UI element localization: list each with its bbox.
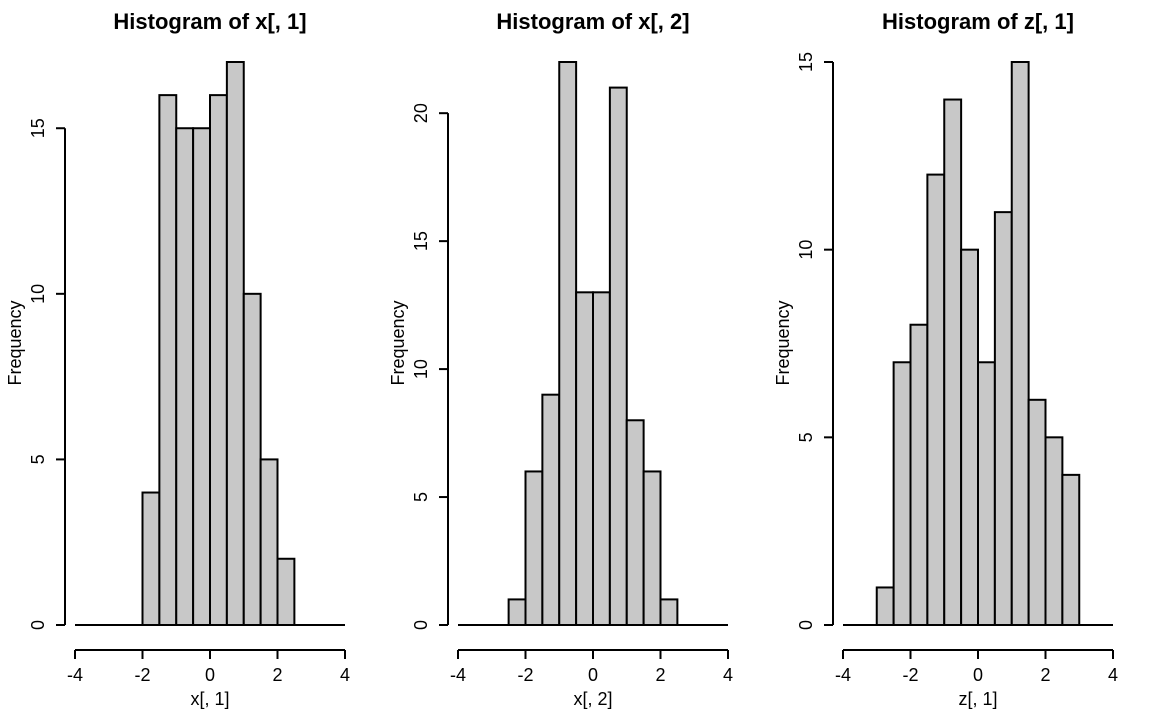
histogram-bar: [558, 61, 578, 626]
histogram-bar: [175, 127, 195, 626]
chart-title: Histogram of x[, 1]: [113, 9, 306, 34]
x-tick-label: 4: [723, 665, 733, 685]
y-tick-label: 10: [28, 284, 48, 304]
x-tick-label: 0: [205, 665, 215, 685]
x-tick-label: 0: [588, 665, 598, 685]
histogram-bar: [909, 323, 929, 626]
y-tick-label: 5: [796, 432, 816, 442]
x-tick-label: 4: [1108, 665, 1118, 685]
histogram-bar: [1044, 436, 1064, 627]
histogram-bar: [592, 291, 611, 626]
y-tick-label: 15: [28, 118, 48, 138]
x-tick-label: -2: [902, 665, 918, 685]
histogram-bar: [659, 598, 679, 627]
histogram-bar: [259, 458, 279, 627]
x-tick-label: -4: [450, 665, 466, 685]
chart-title: Histogram of x[, 2]: [496, 9, 689, 34]
histogram-bar: [575, 291, 594, 626]
histogram-bar: [1010, 61, 1030, 626]
y-tick-label: 10: [411, 359, 431, 379]
histogram-bar: [608, 86, 628, 627]
y-tick-label: 10: [796, 240, 816, 260]
y-tick-label: 5: [411, 492, 431, 502]
x-tick-label: -2: [517, 665, 533, 685]
x-tick-label: 4: [340, 665, 350, 685]
histogram-bar: [926, 173, 946, 626]
y-axis-label: Frequency: [388, 300, 408, 385]
y-tick-label: 0: [411, 620, 431, 630]
x-axis-label: z[, 1]: [958, 689, 997, 709]
y-tick-label: 15: [796, 52, 816, 72]
histogram-bar: [943, 98, 963, 627]
x-tick-label: -2: [134, 665, 150, 685]
y-tick-label: 0: [28, 620, 48, 630]
y-tick-label: 20: [411, 103, 431, 123]
histogram-bar: [524, 470, 544, 627]
histogram-bar: [1027, 398, 1047, 626]
histogram-panel-3: Histogram of z[, 1] 0 5 10 15 Frequency -4 -2 0 2…: [773, 9, 1118, 709]
histogram-bar: [276, 557, 296, 626]
histogram-bar: [642, 470, 662, 627]
x-tick-label: -4: [67, 665, 83, 685]
histogram-bar: [541, 393, 561, 626]
histogram-bar: [507, 598, 527, 627]
y-axis-label: Frequency: [773, 300, 793, 385]
histogram-bar: [625, 419, 645, 627]
histogram-bar: [192, 127, 211, 626]
chart-title: Histogram of z[, 1]: [882, 9, 1074, 34]
y-tick-label: 5: [28, 454, 48, 464]
x-tick-label: 2: [272, 665, 282, 685]
y-tick-label: 0: [796, 620, 816, 630]
histogram-bar: [158, 94, 178, 626]
x-axis-label: x[, 2]: [573, 689, 612, 709]
histogram-panel-1: Histogram of x[, 1] 0 5 10 15 Frequency -4 -2 0 2…: [5, 9, 350, 709]
x-axis-label: x[, 1]: [190, 689, 229, 709]
histogram-bar: [875, 586, 895, 627]
x-tick-label: -4: [835, 665, 851, 685]
histogram-bar: [993, 211, 1013, 626]
histogram-bar: [242, 292, 262, 626]
y-axis-label: Frequency: [5, 300, 25, 385]
y-tick-label: 15: [411, 231, 431, 251]
histogram-bar: [225, 61, 245, 626]
x-tick-label: 2: [655, 665, 665, 685]
x-tick-label: 0: [973, 665, 983, 685]
histogram-bar: [209, 94, 228, 626]
x-tick-label: 2: [1040, 665, 1050, 685]
histogram-bar: [141, 491, 161, 626]
histogram-bar: [1061, 473, 1081, 626]
histogram-bar: [960, 248, 979, 627]
histogram-bar: [977, 361, 996, 626]
histogram-bar: [892, 361, 912, 626]
